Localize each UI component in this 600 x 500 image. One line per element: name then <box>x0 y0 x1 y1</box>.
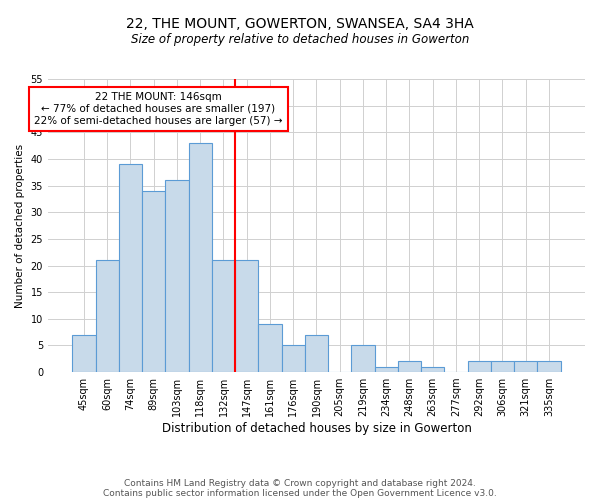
Bar <box>188 143 212 372</box>
Bar <box>212 260 235 372</box>
Bar <box>398 362 421 372</box>
Y-axis label: Number of detached properties: Number of detached properties <box>15 144 25 308</box>
Bar <box>281 346 305 372</box>
Bar <box>467 362 491 372</box>
Bar <box>421 367 445 372</box>
Bar <box>305 335 328 372</box>
Bar <box>374 367 398 372</box>
Bar <box>538 362 560 372</box>
Bar <box>352 346 374 372</box>
Bar <box>166 180 188 372</box>
Bar <box>491 362 514 372</box>
Bar <box>235 260 259 372</box>
Text: 22 THE MOUNT: 146sqm
← 77% of detached houses are smaller (197)
22% of semi-deta: 22 THE MOUNT: 146sqm ← 77% of detached h… <box>34 92 283 126</box>
Bar <box>259 324 281 372</box>
X-axis label: Distribution of detached houses by size in Gowerton: Distribution of detached houses by size … <box>161 422 472 435</box>
Bar <box>73 335 95 372</box>
Bar <box>119 164 142 372</box>
Text: 22, THE MOUNT, GOWERTON, SWANSEA, SA4 3HA: 22, THE MOUNT, GOWERTON, SWANSEA, SA4 3H… <box>126 18 474 32</box>
Text: Size of property relative to detached houses in Gowerton: Size of property relative to detached ho… <box>131 32 469 46</box>
Bar <box>95 260 119 372</box>
Bar <box>514 362 538 372</box>
Text: Contains public sector information licensed under the Open Government Licence v3: Contains public sector information licen… <box>103 488 497 498</box>
Text: Contains HM Land Registry data © Crown copyright and database right 2024.: Contains HM Land Registry data © Crown c… <box>124 478 476 488</box>
Bar <box>142 191 166 372</box>
